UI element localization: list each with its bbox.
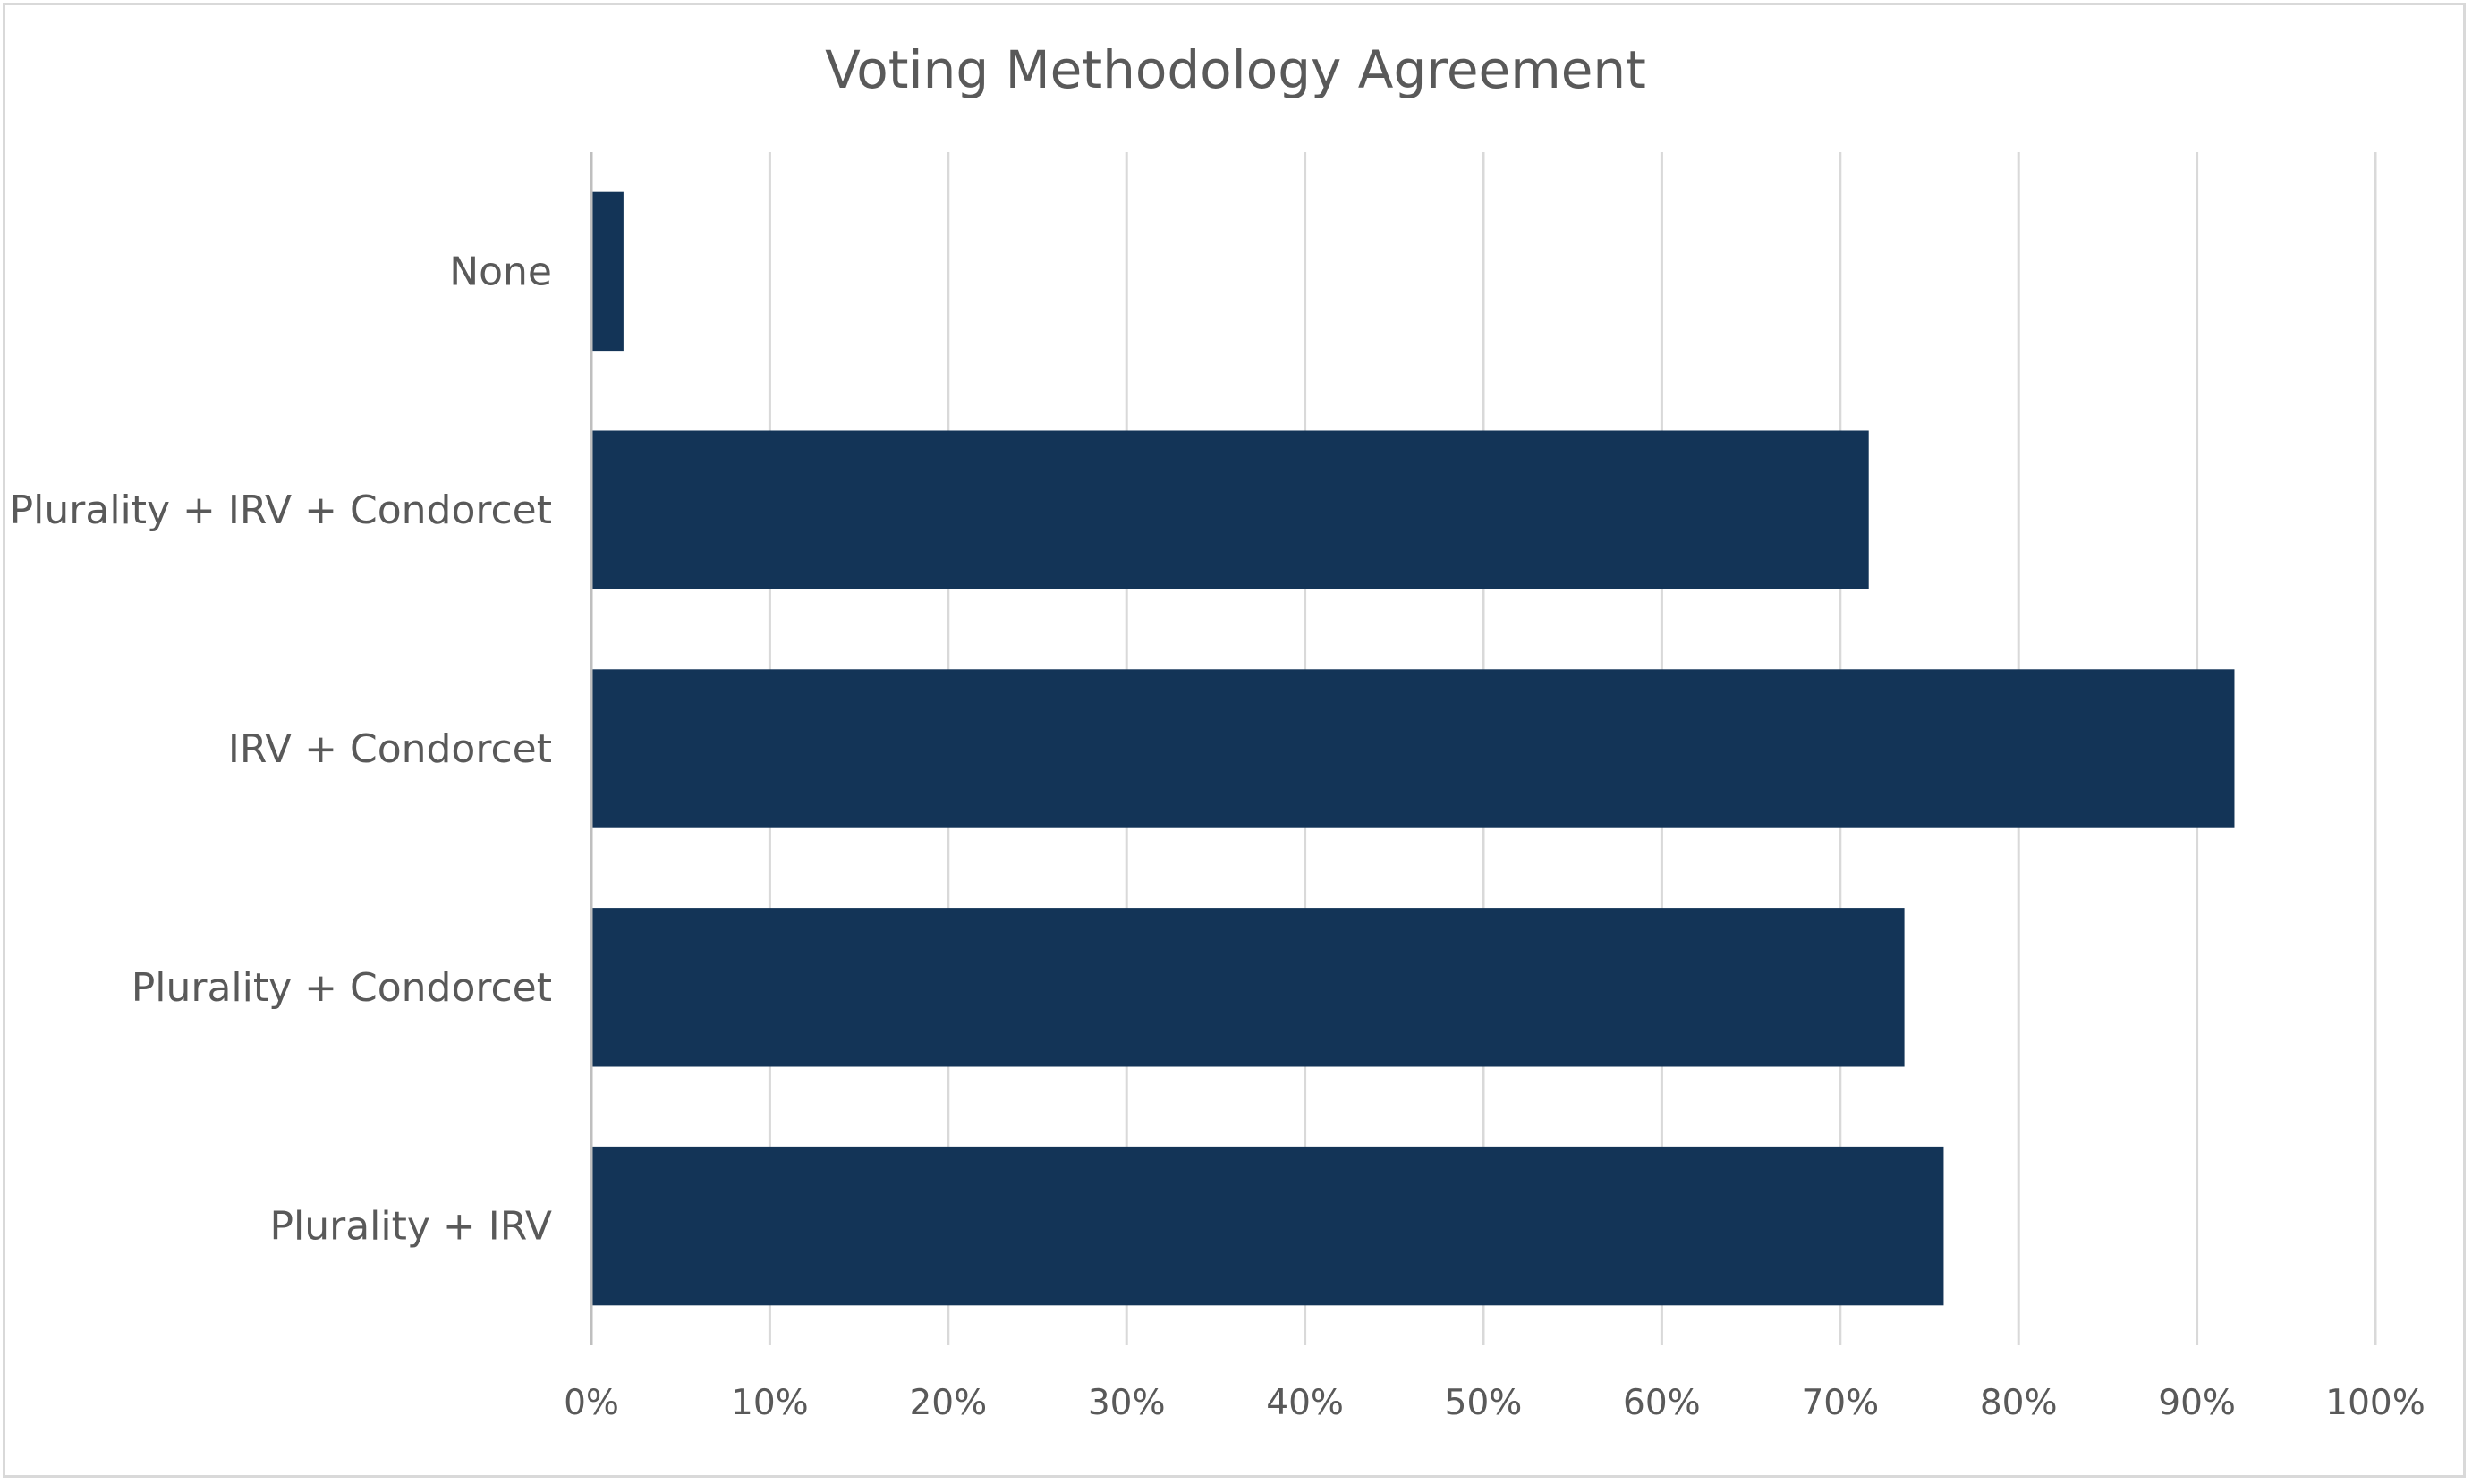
x-tick-label: 10% <box>731 1383 809 1423</box>
bar <box>591 191 624 352</box>
bar <box>591 908 1905 1067</box>
x-tick-label: 60% <box>1623 1383 1701 1423</box>
category-label: IRV + Condorcet <box>228 726 552 772</box>
bar <box>591 669 2235 828</box>
bars <box>591 191 2235 1306</box>
x-tick-label: 20% <box>909 1383 987 1423</box>
x-tick-label: 0% <box>564 1383 619 1423</box>
chart-title: Voting Methodology Agreement <box>825 39 1646 100</box>
x-tick-label: 40% <box>1266 1383 1344 1423</box>
x-tick-label: 30% <box>1088 1383 1166 1423</box>
x-tick-label: 90% <box>2158 1383 2236 1423</box>
bar <box>591 1146 1944 1306</box>
x-tick-label: 70% <box>1801 1383 1879 1423</box>
tick-labels: 0% 10% 20% 30% 40% 50% 60% 70% 80% 90% 100% <box>564 1383 2425 1423</box>
category-label: Plurality + Condorcet <box>132 965 552 1011</box>
category-label: Plurality + IRV <box>269 1204 552 1250</box>
bar <box>591 430 1869 589</box>
x-tick-label: 100% <box>2325 1383 2425 1423</box>
x-tick-label: 80% <box>1980 1383 2058 1423</box>
category-label: None <box>449 249 552 294</box>
category-labels: None Plurality + IRV + Condorcet IRV + Con… <box>10 249 552 1249</box>
category-label: Plurality + IRV + Condorcet <box>10 488 552 533</box>
x-tick-label: 50% <box>1445 1383 1523 1423</box>
